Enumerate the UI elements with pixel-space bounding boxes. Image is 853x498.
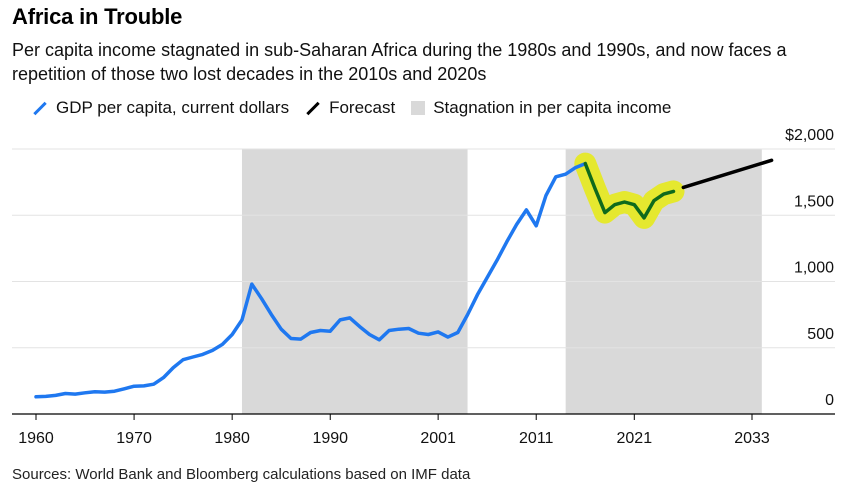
legend-item-forecast: Forecast	[305, 98, 395, 118]
x-tick-label-2021: 2021	[617, 430, 653, 447]
legend-swatch-stagnation	[411, 101, 426, 115]
legend-label-stagnation: Stagnation in per capita income	[433, 98, 672, 117]
legend-label-forecast: Forecast	[329, 98, 396, 117]
x-tick-label-2011: 2011	[519, 430, 554, 447]
legend: GDP per capita, current dollars Forecast…	[32, 96, 687, 120]
x-tick-label-1970: 1970	[116, 430, 152, 447]
x-tick-label-1980: 1980	[214, 430, 250, 447]
series-line-3	[681, 158, 774, 190]
legend-item-stagnation: Stagnation in per capita income	[411, 98, 671, 118]
source-note: Sources: World Bank and Bloomberg calcul…	[12, 466, 471, 483]
y-tick-label-1500: 1,500	[794, 193, 834, 210]
y-tick-label-2000: $2,000	[785, 127, 834, 144]
series-line-2	[583, 161, 676, 220]
y-tick-label-0: 0	[825, 392, 834, 409]
y-tick-label-1000: 1,000	[794, 260, 834, 277]
x-tick-label-2033: 2033	[734, 430, 770, 447]
legend-item-gdp: GDP per capita, current dollars	[32, 98, 289, 118]
legend-label-gdp: GDP per capita, current dollars	[56, 98, 290, 117]
chart-subtitle: Per capita income stagnated in sub-Sahar…	[12, 40, 787, 84]
x-tick-label-1960: 1960	[18, 430, 54, 447]
y-tick-label-500: 500	[807, 326, 834, 343]
series-line-1	[34, 161, 588, 399]
x-tick-label-1990: 1990	[312, 430, 348, 447]
chart-title: Africa in Trouble	[12, 4, 183, 29]
x-tick-label-2001: 2001	[420, 430, 456, 447]
